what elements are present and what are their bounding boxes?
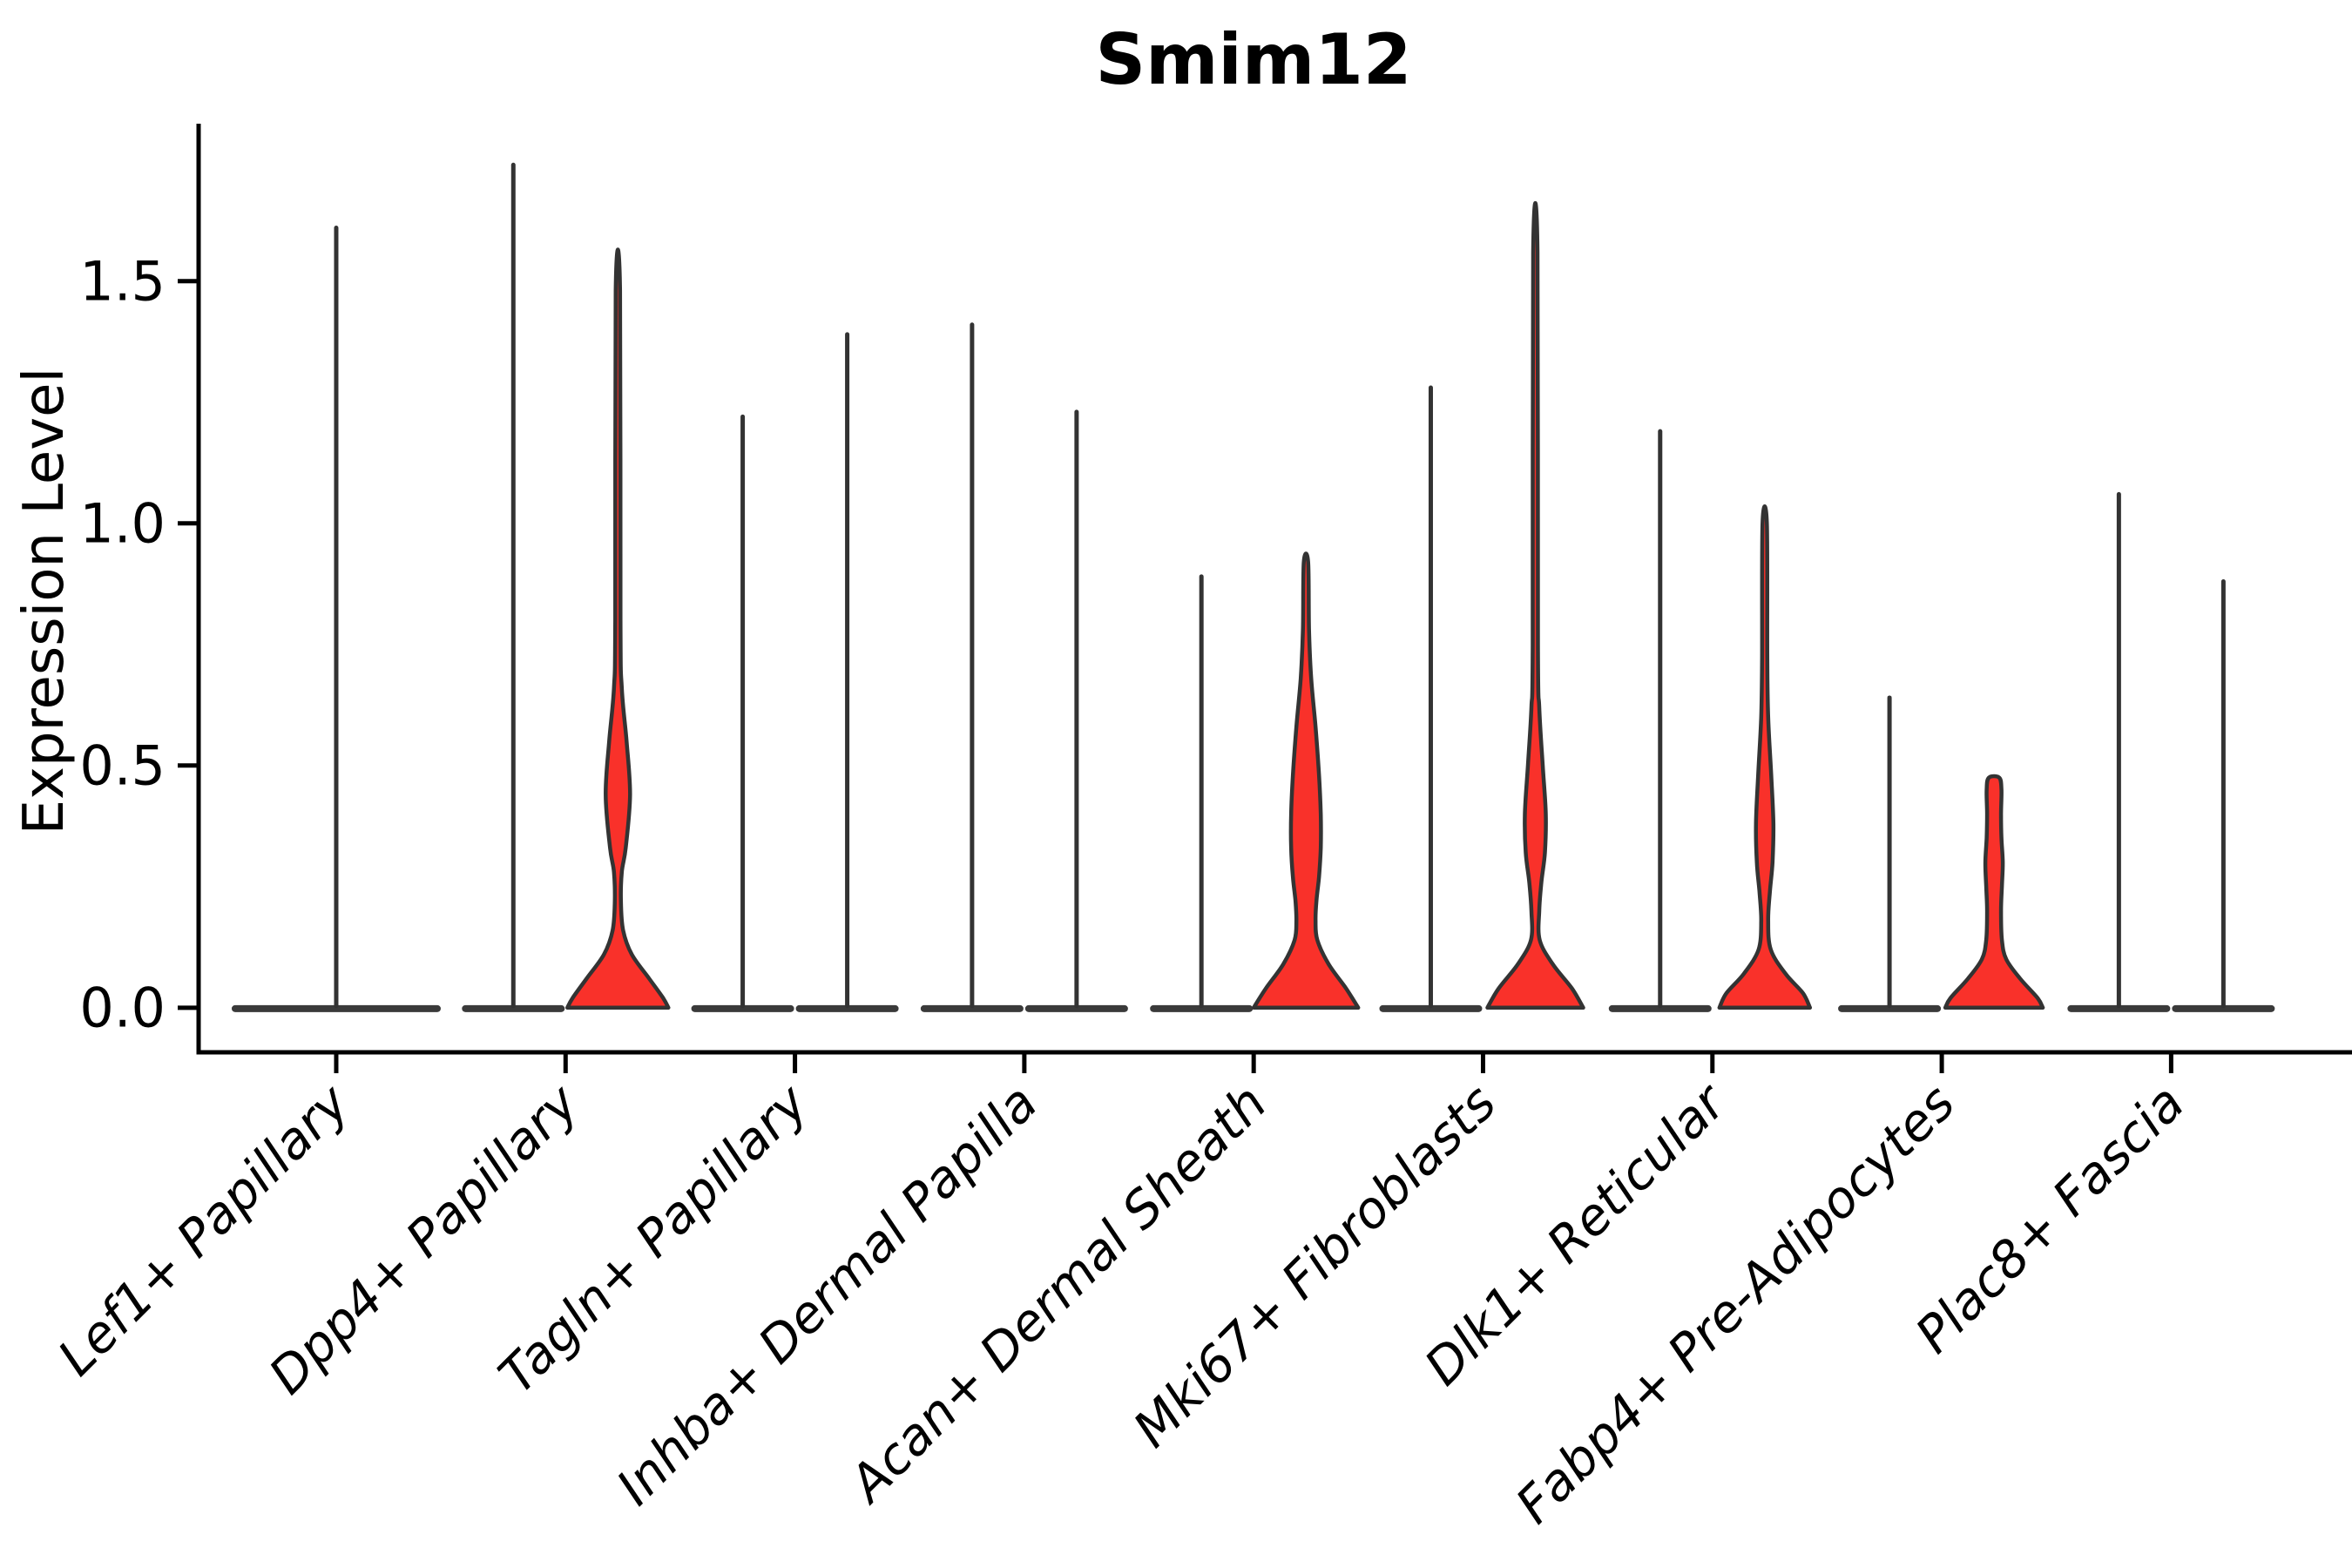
y-tick-label: 1.0 [79,491,166,555]
violin-body [1943,774,2045,1010]
x-tick-label: Inhba+ Dermal Papilla [605,1073,1049,1517]
y-tick-label: 0.0 [79,977,166,1040]
y-tick-label: 0.5 [79,734,166,798]
x-tick-label: Fabp4+ Pre-Adipocytes [1504,1073,1966,1535]
violin-layer [231,162,2275,1012]
y-tick-label: 1.5 [79,249,166,313]
violin-body [1717,504,1813,1010]
x-tick-label: Acan+ Dermal Sheath [835,1073,1278,1516]
violin-body [1485,201,1585,1010]
y-axis-title: Expression Level [12,368,77,835]
violin-body [565,247,671,1010]
violin-body [1251,551,1361,1010]
chart-title: Smim12 [1095,19,1411,100]
